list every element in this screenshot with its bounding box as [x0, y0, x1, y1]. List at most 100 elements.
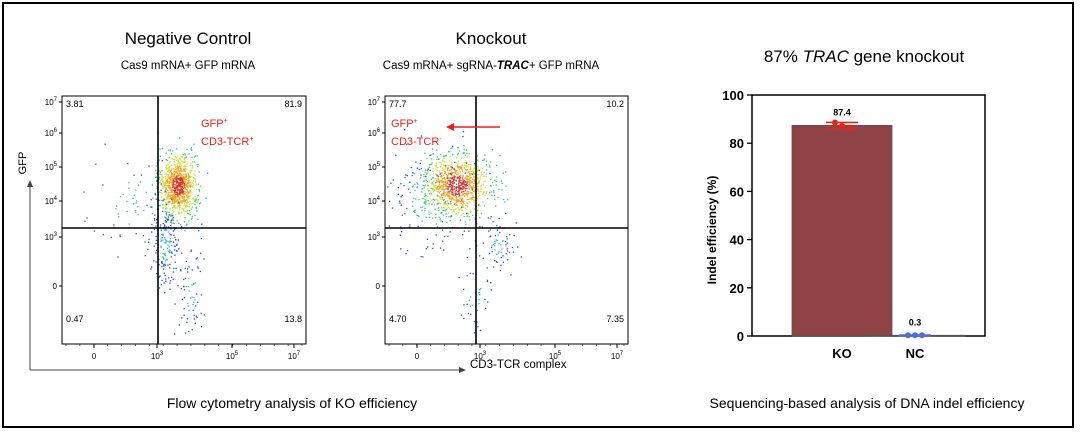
event-dot: [487, 217, 489, 219]
event-dot: [456, 165, 458, 167]
event-dot: [479, 217, 481, 219]
figure-frame: [2, 2, 1074, 428]
event-dot: [175, 198, 177, 200]
event-dot: [489, 229, 491, 231]
event-dot: [184, 169, 186, 172]
event-dot: [457, 198, 459, 201]
negative-control-subtitle: Cas9 mRNA+ GFP mRNA: [121, 60, 256, 72]
event-dot: [505, 171, 507, 173]
event-dot: [166, 204, 168, 206]
event-dot: [180, 190, 182, 192]
event-dot: [173, 168, 175, 170]
event-dot: [180, 173, 182, 175]
event-dot: [466, 156, 468, 158]
event-dot: [464, 221, 466, 223]
event-dot: [177, 189, 179, 191]
event-dot: [143, 209, 145, 212]
event-dot: [441, 182, 443, 184]
event-dot: [459, 171, 461, 173]
event-dot: [467, 213, 470, 215]
event-dot: [182, 161, 184, 163]
event-dot: [155, 169, 157, 171]
event-dot: [178, 248, 180, 250]
event-dot: [432, 243, 434, 245]
event-dot: [454, 176, 456, 178]
event-dot: [476, 198, 478, 200]
event-dot: [135, 211, 137, 214]
event-dot: [431, 199, 433, 201]
event-dot: [483, 181, 485, 183]
event-dot: [470, 168, 472, 170]
event-dot: [161, 262, 164, 265]
event-dot: [451, 169, 453, 171]
event-dot: [463, 182, 465, 184]
event-dot: [183, 201, 186, 203]
event-dot: [480, 191, 482, 193]
event-dot: [163, 257, 165, 259]
event-dot: [172, 177, 174, 179]
event-dot: [170, 224, 172, 227]
event-dot: [454, 194, 457, 196]
event-dot: [450, 197, 453, 199]
event-dot: [160, 229, 162, 231]
event-dot: [161, 265, 163, 268]
event-dot: [175, 201, 177, 203]
event-dot: [180, 186, 182, 188]
event-dot: [443, 207, 445, 209]
event-dot: [438, 202, 440, 204]
quadrant-bottom-left: 4.70: [389, 314, 407, 324]
event-dot: [165, 240, 167, 243]
event-dot: [184, 175, 186, 177]
event-dot: [183, 297, 186, 299]
event-dot: [463, 145, 465, 147]
event-dot: [170, 171, 173, 174]
event-dot: [189, 195, 191, 198]
event-dot: [166, 202, 168, 204]
event-dot: [440, 162, 442, 164]
event-dot: [169, 282, 171, 284]
event-dot: [427, 246, 429, 248]
event-dot: [194, 180, 197, 183]
event-dot: [491, 194, 493, 197]
y-tick-label: 107: [45, 97, 58, 107]
event-dot: [461, 194, 464, 197]
event-dot: [126, 210, 128, 213]
event-dot: [507, 199, 509, 201]
event-dot: [186, 163, 188, 165]
event-dot: [448, 183, 450, 185]
event-dot: [174, 164, 176, 166]
event-dot: [161, 147, 164, 150]
event-dot: [416, 167, 418, 169]
event-dot: [184, 154, 186, 156]
event-dot: [177, 185, 179, 187]
event-dot: [188, 290, 190, 292]
event-dot: [425, 169, 427, 171]
event-dot: [169, 280, 172, 282]
event-dot: [477, 167, 479, 169]
event-dot: [191, 206, 193, 208]
event-dot: [432, 177, 434, 179]
event-dot: [451, 204, 453, 206]
event-dot: [451, 162, 453, 164]
event-dot: [446, 194, 449, 196]
event-dot: [423, 187, 425, 189]
event-dot: [517, 246, 519, 248]
event-dot: [178, 198, 180, 200]
event-dot: [442, 209, 444, 212]
event-dot: [155, 261, 157, 263]
event-dot: [161, 279, 163, 282]
event-dot: [197, 163, 199, 165]
event-dot: [179, 170, 181, 172]
event-dot: [164, 210, 166, 213]
event-dot: [428, 211, 430, 213]
event-dot: [158, 264, 160, 266]
event-dot: [175, 250, 178, 252]
event-dot: [188, 266, 190, 268]
event-dot: [187, 268, 189, 270]
event-dot: [460, 207, 462, 210]
event-dot: [458, 168, 460, 170]
event-dot: [198, 189, 200, 191]
event-dot: [506, 238, 508, 240]
event-dot: [464, 184, 466, 186]
